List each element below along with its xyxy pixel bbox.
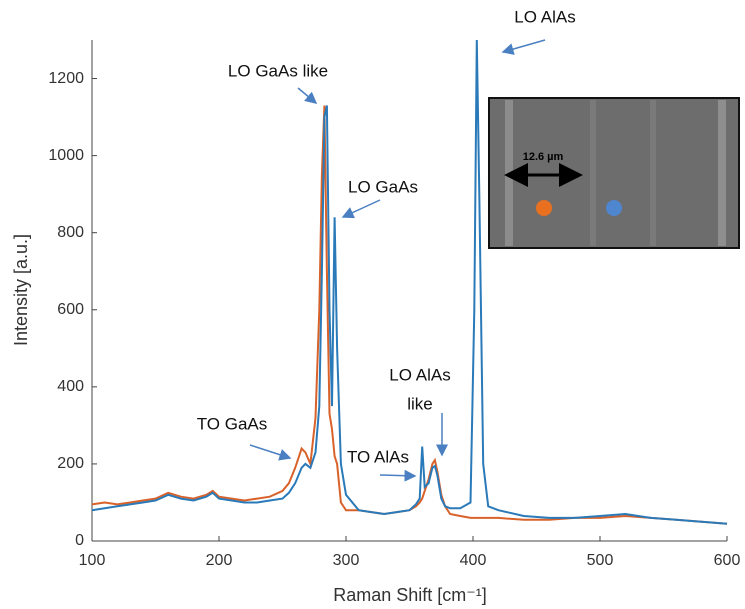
annotation-arrow <box>249 444 292 461</box>
x-tick-label: 400 <box>460 552 487 569</box>
y-tick-label: 1200 <box>48 70 84 87</box>
y-tick-label: 0 <box>75 532 84 549</box>
annotation: TO AlAs <box>347 447 409 466</box>
y-tick-label: 800 <box>57 224 84 241</box>
annotation-arrow <box>297 87 318 104</box>
annotation: LO AlAs <box>389 365 450 384</box>
x-tick-label: 200 <box>206 552 233 569</box>
spectrum-line <box>91 105 728 525</box>
inset-stripe <box>718 100 726 246</box>
plot-area: 0 200 400 600 800 1000 1200 100 200 300 400 500 600 <box>48 39 741 569</box>
y-tick-label: 1000 <box>48 147 84 164</box>
annotation: like <box>407 394 433 413</box>
y-tick-label: 600 <box>57 301 84 318</box>
y-tick-label: 200 <box>57 455 84 472</box>
y-axis-label: Intensity [a.u.] <box>11 234 31 346</box>
scale-label: 12.6 µm <box>523 151 564 163</box>
inset-stripe <box>505 100 513 246</box>
orange-spot <box>536 200 552 216</box>
x-axis-label: Raman Shift [cm⁻¹] <box>333 585 487 605</box>
inset-stripe <box>590 100 596 246</box>
x-tick-label: 100 <box>79 552 106 569</box>
annotation: LO GaAs <box>348 177 418 196</box>
annotation-arrow <box>501 39 546 55</box>
inset-stripe <box>650 100 656 246</box>
annotation-arrow <box>341 199 381 219</box>
annotation-arrow <box>379 469 417 482</box>
y-tick-label: 400 <box>57 378 84 395</box>
inset-image <box>488 97 740 249</box>
x-tick-label: 600 <box>714 552 741 569</box>
x-tick-label: 500 <box>587 552 614 569</box>
inset: 12.6 µm <box>488 97 740 249</box>
annotation: LO GaAs like <box>228 61 328 80</box>
blue-spot <box>606 200 622 216</box>
annotation: TO GaAs <box>197 414 268 433</box>
spectrum-line <box>91 39 728 525</box>
x-tick-label: 300 <box>333 552 360 569</box>
annotation: LO AlAs <box>514 7 575 26</box>
